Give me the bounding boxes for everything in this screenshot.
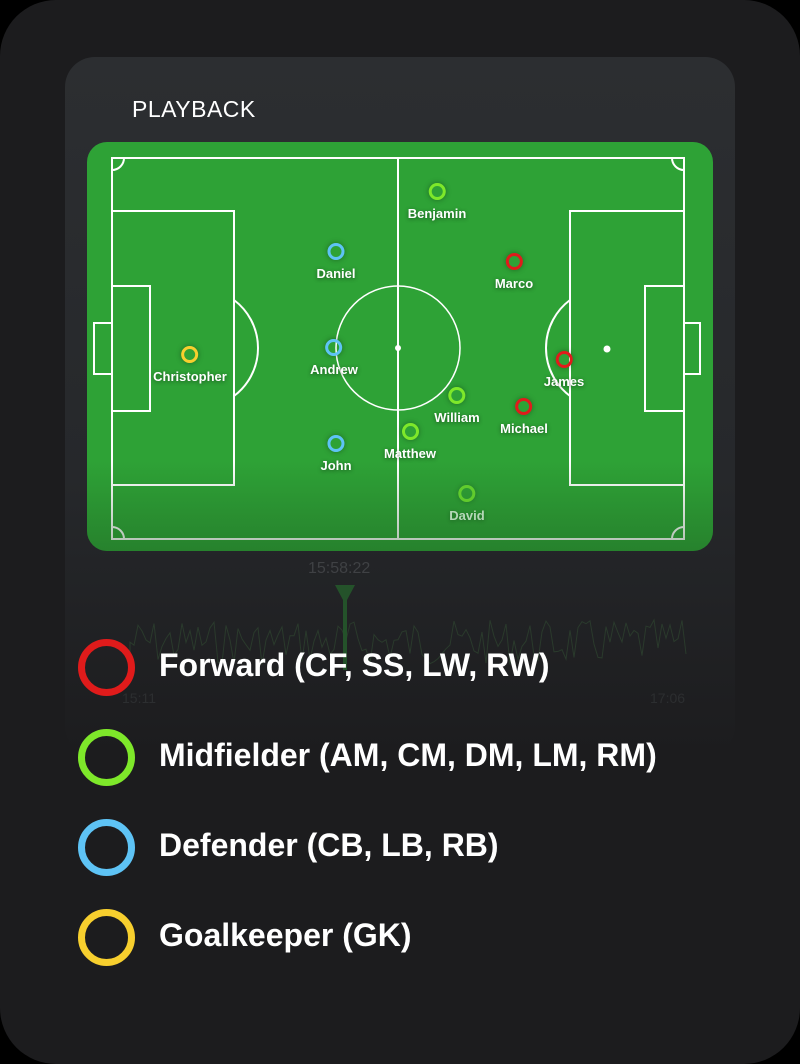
corner-arc: [671, 526, 685, 540]
player-ring-icon: [401, 423, 419, 440]
player-name: James: [543, 374, 585, 389]
corner-arc: [671, 157, 685, 171]
player-marker[interactable]: Daniel: [316, 243, 356, 281]
center-spot: [395, 345, 401, 351]
player-marker[interactable]: Marco: [495, 253, 533, 291]
penalty-spot: [603, 345, 611, 353]
legend-ring-icon: [78, 819, 135, 876]
player-ring-icon: [555, 351, 573, 368]
timeline-start-label: 15:11: [122, 690, 156, 706]
activity-trace: [129, 618, 687, 665]
player-name: Daniel: [316, 266, 356, 281]
player-name: Christopher: [153, 369, 227, 384]
player-name: William: [434, 410, 480, 425]
player-ring-icon: [458, 485, 476, 502]
player-marker[interactable]: David: [449, 485, 485, 523]
legend-label: Defender (CB, LB, RB): [159, 827, 499, 863]
player-marker[interactable]: William: [434, 387, 480, 425]
player-name: John: [320, 458, 352, 473]
legend-label: Forward (CF, SS, LW, RW): [159, 647, 550, 683]
player-ring-icon: [515, 398, 533, 415]
player-marker[interactable]: Matthew: [384, 423, 436, 461]
football-pitch: Benjamin Daniel Marco Christopher Andrew Jame…: [87, 142, 713, 551]
player-ring-icon: [448, 387, 466, 404]
left-goal: [93, 322, 113, 375]
pitch-markings: [93, 157, 701, 540]
player-name: Marco: [494, 276, 534, 291]
player-ring-icon: [325, 339, 343, 356]
timeline-end-label: 17:06: [650, 690, 686, 706]
player-name: Matthew: [384, 446, 436, 461]
right-goal-area: [644, 285, 685, 412]
player-ring-icon: [505, 253, 523, 270]
pitch-fade: [87, 461, 713, 551]
activity-timeline-chart[interactable]: [90, 580, 710, 690]
player-ring-icon: [428, 183, 446, 200]
playhead-marker[interactable]: [335, 585, 355, 670]
player-marker[interactable]: Michael: [500, 398, 548, 436]
player-marker[interactable]: James: [544, 351, 584, 389]
player-name: Andrew: [310, 362, 358, 377]
player-name: David: [449, 508, 485, 523]
right-goal: [683, 322, 701, 375]
player-name: Michael: [500, 421, 548, 436]
legend-ring-icon: [78, 729, 135, 786]
player-ring-icon: [181, 346, 199, 363]
legend-ring-icon: [78, 639, 135, 696]
player-marker[interactable]: Benjamin: [407, 183, 467, 221]
legend-label: Midfielder (AM, CM, DM, LM, RM): [159, 737, 657, 773]
right-penalty-arc: [545, 299, 571, 397]
player-ring-icon: [327, 243, 345, 260]
corner-arc: [111, 526, 125, 540]
panel-title: PLAYBACK: [132, 96, 256, 122]
legend-label: Goalkeeper (GK): [159, 917, 412, 953]
corner-arc: [111, 157, 125, 171]
player-name: Benjamin: [407, 206, 467, 221]
player-ring-icon: [327, 435, 345, 452]
left-penalty-arc: [233, 299, 259, 397]
player-marker[interactable]: Christopher: [153, 346, 227, 384]
player-marker[interactable]: John: [320, 435, 352, 473]
legend-ring-icon: [78, 909, 135, 966]
player-marker[interactable]: Andrew: [310, 339, 358, 377]
right-penalty-box: [569, 210, 685, 486]
left-goal-area: [111, 285, 151, 412]
timeline-current-time: 15:58:22: [308, 560, 371, 577]
